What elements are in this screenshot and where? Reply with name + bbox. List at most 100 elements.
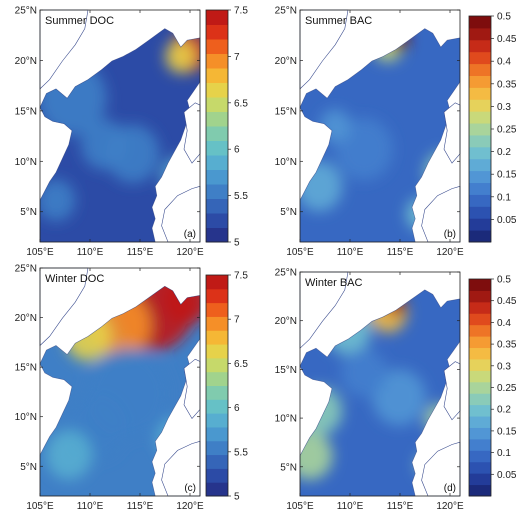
colorbar-segment <box>206 111 228 127</box>
lon-tick-label: 120°E <box>176 247 204 258</box>
map-frame <box>299 271 461 497</box>
colorbar-segment <box>469 347 491 360</box>
colorbar-segment <box>469 134 491 148</box>
lon-tick-label: 110°E <box>77 501 104 512</box>
colorbar-segment <box>469 336 491 349</box>
colorbar-segment <box>206 97 228 112</box>
colorbar-segment <box>206 213 228 228</box>
colorbar-segment <box>469 290 491 303</box>
colorbar-segment <box>469 370 491 383</box>
colorbar-segment <box>469 158 491 172</box>
lat-tick-label: 15°N <box>15 106 37 117</box>
colorbar-segment <box>469 123 491 136</box>
colorbar-segment <box>206 227 228 243</box>
colorbar-segment <box>206 68 228 83</box>
colorbar-segment <box>469 111 491 124</box>
lon-tick-label: 105°E <box>286 247 314 258</box>
colorbar-segment <box>469 416 491 428</box>
lat-tick-label: 25°N <box>15 6 37 17</box>
colorbar-segment <box>469 99 491 112</box>
lat-tick-label: 20°N <box>275 316 297 327</box>
lat-tick-label: 5°N <box>20 207 37 218</box>
colorbar-segment <box>469 51 491 65</box>
colorbar-tick-label: 0.2 <box>497 147 511 158</box>
colorbar-tick-label: 0.2 <box>497 405 511 416</box>
landmass <box>39 9 89 90</box>
map-panel: 25°N 20°N 15°N 10°N 5°N 105°E 110°E 115°E 120°E S… <box>275 6 464 259</box>
colorbar-segment <box>469 484 491 497</box>
lon-tick-label: 115°E <box>127 501 154 512</box>
map-frame <box>39 267 201 497</box>
colorbar-tick-label: 7.5 <box>234 6 248 17</box>
colorbar-tick-label: 7 <box>234 52 240 63</box>
colorbar-segment <box>206 371 228 386</box>
colorbar-segment <box>206 275 228 290</box>
landmass <box>39 267 89 347</box>
lat-tick-label: 10°N <box>275 157 297 168</box>
lon-tick-label: 115°E <box>387 501 414 512</box>
colorbar-segment <box>469 473 491 486</box>
colorbar-tick-label: 7.5 <box>234 271 248 282</box>
lat-tick-label: 10°N <box>15 157 37 168</box>
colorbar-segment <box>206 357 228 373</box>
colorbar-segment <box>206 316 228 331</box>
colorbar-segment <box>469 87 491 100</box>
colorbar-tick-label: 0.45 <box>497 34 517 45</box>
map-frame <box>39 9 201 243</box>
colorbar: 0.5 0.45 0.4 0.35 0.3 0.25 0.2 0.15 0.1 0.05 <box>468 275 517 497</box>
lat-tick-label: 15°N <box>15 363 37 374</box>
colorbar-segment <box>206 53 228 69</box>
colorbar-segment <box>206 302 228 317</box>
colorbar-tick-label: 5.5 <box>234 447 248 458</box>
colorbar-tick-label: 5 <box>234 238 240 249</box>
colorbar-segment <box>469 170 491 184</box>
colorbar-tick-label: 0.4 <box>497 57 511 68</box>
lon-tick-label: 120°E <box>436 501 464 512</box>
lon-tick-label: 120°E <box>436 247 464 258</box>
colorbar-segment <box>469 194 491 207</box>
colorbar-segment <box>469 404 491 417</box>
lat-tick-label: 25°N <box>15 264 37 275</box>
colorbar-segment <box>469 182 491 195</box>
colorbar-segment <box>469 438 491 451</box>
colorbar-segment <box>206 169 228 185</box>
colorbar-tick-label: 0.3 <box>497 361 511 372</box>
colorbar-tick-label: 5.5 <box>234 191 248 202</box>
lon-tick-label: 120°E <box>176 501 204 512</box>
colorbar-segment <box>206 126 228 141</box>
colorbar-segment <box>469 27 491 41</box>
lat-tick-label: 5°N <box>280 462 297 473</box>
colorbar-segment <box>469 393 491 406</box>
landmass <box>183 358 201 420</box>
lat-tick-label: 15°N <box>275 106 297 117</box>
panel-title: Summer BAC <box>305 15 372 27</box>
map-panel: 25°N 20°N 15°N 10°N 5°N 105°E 110°E 115°E 120°E W… <box>275 268 464 513</box>
colorbar-tick-label: 0.25 <box>497 383 517 394</box>
colorbar-tick-label: 0.5 <box>497 12 511 23</box>
colorbar-segment <box>469 279 491 291</box>
panel-title: Winter DOC <box>45 273 104 285</box>
colorbar-segment <box>206 198 228 214</box>
lat-tick-label: 15°N <box>275 365 297 376</box>
colorbar-tick-label: 0.25 <box>497 125 517 136</box>
panel-label: (b) <box>444 229 456 240</box>
colorbar-segment <box>469 358 491 371</box>
lon-tick-label: 110°E <box>337 247 364 258</box>
colorbar-tick-label: 0.45 <box>497 296 517 307</box>
colorbar-segment <box>206 39 228 54</box>
lon-tick-label: 115°E <box>387 247 414 258</box>
colorbar: 7.5 7 6.5 6 5.5 5 <box>205 271 248 503</box>
colorbar-segment <box>206 288 228 304</box>
colorbar: 0.5 0.45 0.4 0.35 0.3 0.25 0.2 0.15 0.1 0.05 <box>468 12 517 243</box>
lat-tick-label: 20°N <box>275 56 297 67</box>
colorbar-segment <box>469 63 491 76</box>
colorbar-tick-label: 0.35 <box>497 340 517 351</box>
colorbar-tick-label: 6.5 <box>234 359 248 370</box>
colorbar-segment <box>469 461 491 474</box>
colorbar-segment <box>469 450 491 463</box>
colorbar-segment <box>469 230 491 243</box>
colorbar-segment <box>469 39 491 53</box>
colorbar-segment <box>469 381 491 394</box>
colorbar-segment <box>469 218 491 231</box>
